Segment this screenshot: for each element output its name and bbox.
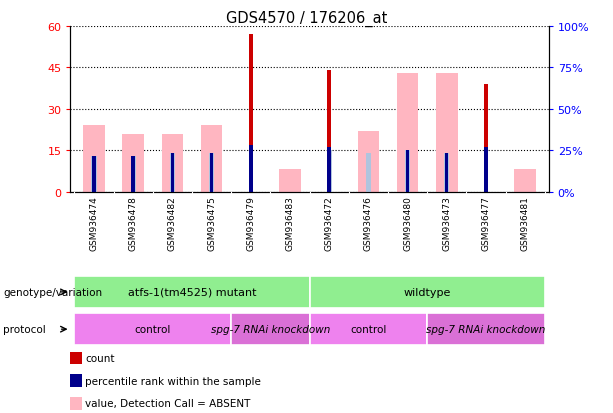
Bar xyxy=(74,276,310,308)
Text: GSM936480: GSM936480 xyxy=(403,196,412,251)
Bar xyxy=(83,126,105,192)
Text: count: count xyxy=(85,353,115,363)
Bar xyxy=(92,156,96,192)
Bar xyxy=(210,154,213,192)
Text: GSM936482: GSM936482 xyxy=(168,196,177,251)
Text: genotype/variation: genotype/variation xyxy=(3,287,102,297)
Bar xyxy=(91,156,97,192)
Bar xyxy=(366,154,371,192)
Bar xyxy=(445,154,449,192)
Text: protocol: protocol xyxy=(3,324,46,335)
Bar xyxy=(170,154,174,192)
Bar xyxy=(231,313,310,345)
Bar xyxy=(279,170,301,192)
Bar xyxy=(131,156,135,192)
Bar xyxy=(327,71,331,192)
Bar xyxy=(427,313,545,345)
Bar xyxy=(436,74,457,192)
Bar xyxy=(310,313,427,345)
Text: GSM936478: GSM936478 xyxy=(129,196,138,251)
Text: spg-7 RNAi knockdown: spg-7 RNAi knockdown xyxy=(211,324,330,335)
Bar xyxy=(310,276,545,308)
Bar xyxy=(131,156,135,192)
Bar xyxy=(249,35,253,192)
Text: atfs-1(tm4525) mutant: atfs-1(tm4525) mutant xyxy=(128,287,256,297)
Bar xyxy=(484,148,488,192)
Bar xyxy=(514,170,536,192)
Text: percentile rank within the sample: percentile rank within the sample xyxy=(85,376,261,386)
Text: GSM936476: GSM936476 xyxy=(364,196,373,251)
Bar xyxy=(74,313,231,345)
Text: spg-7 RNAi knockdown: spg-7 RNAi knockdown xyxy=(426,324,546,335)
Bar xyxy=(327,148,331,192)
Text: GSM936477: GSM936477 xyxy=(481,196,490,251)
Bar xyxy=(123,134,144,192)
Bar xyxy=(201,126,223,192)
Text: GSM936472: GSM936472 xyxy=(325,196,333,251)
Text: GSM936473: GSM936473 xyxy=(442,196,451,251)
Text: GSM936481: GSM936481 xyxy=(520,196,530,251)
Text: GDS4570 / 176206_at: GDS4570 / 176206_at xyxy=(226,10,387,26)
Bar xyxy=(406,151,409,192)
Text: GSM936479: GSM936479 xyxy=(246,196,255,251)
Bar xyxy=(484,85,488,192)
Text: control: control xyxy=(350,324,387,335)
Bar xyxy=(444,154,449,192)
Bar xyxy=(162,134,183,192)
Text: GSM936483: GSM936483 xyxy=(286,196,294,251)
Bar xyxy=(170,154,175,192)
Text: value, Detection Call = ABSENT: value, Detection Call = ABSENT xyxy=(85,399,251,408)
Text: wildtype: wildtype xyxy=(403,287,451,297)
Text: GSM936474: GSM936474 xyxy=(89,196,99,251)
Bar xyxy=(357,131,379,192)
Bar xyxy=(249,145,253,192)
Bar xyxy=(397,74,418,192)
Text: control: control xyxy=(135,324,171,335)
Bar xyxy=(209,154,214,192)
Bar xyxy=(405,151,410,192)
Bar xyxy=(327,151,332,192)
Text: GSM936475: GSM936475 xyxy=(207,196,216,251)
